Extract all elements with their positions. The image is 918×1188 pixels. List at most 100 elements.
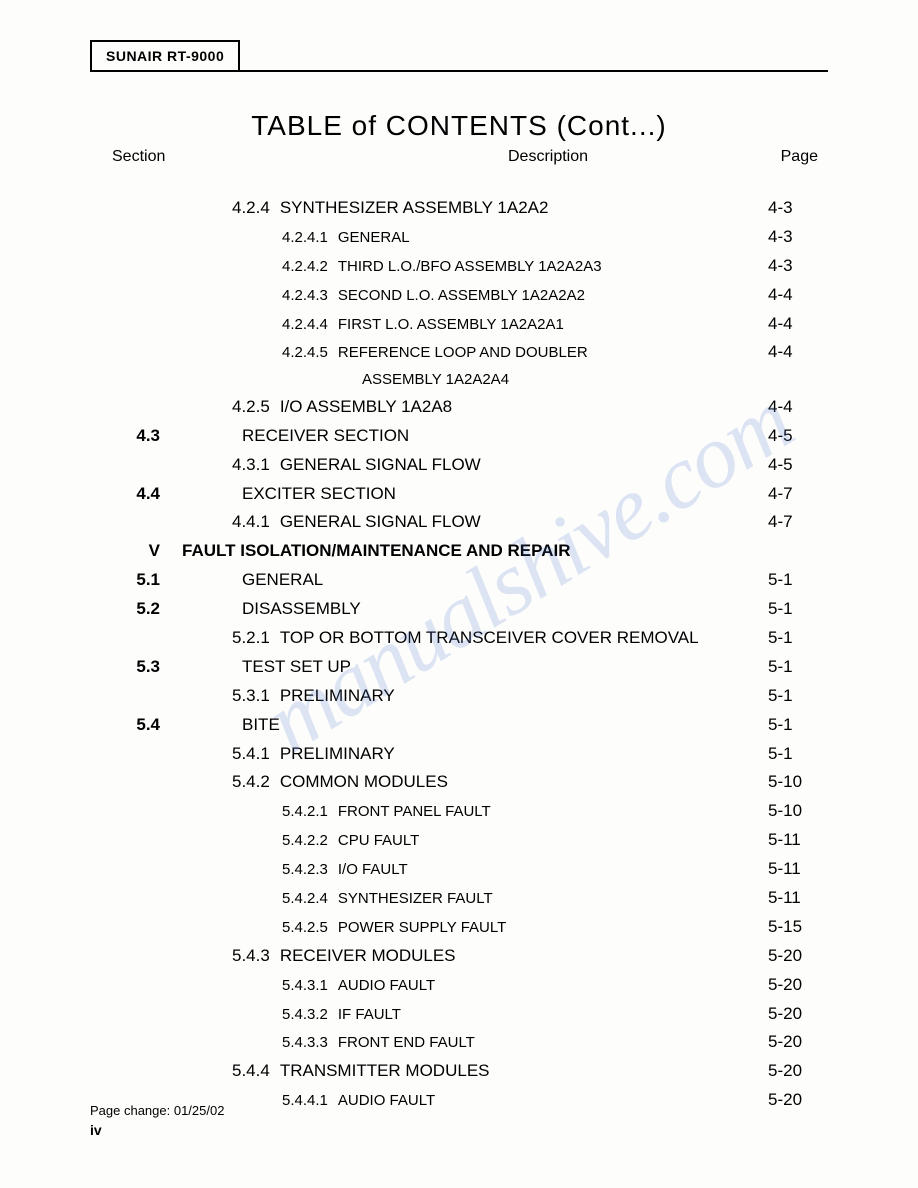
page-number: iv <box>90 1122 224 1138</box>
toc-section-number: 5.4 <box>90 711 172 740</box>
toc-row-body: 5.4.3.2IF FAULT <box>172 1002 768 1028</box>
toc-entry-page: 5-1 <box>768 682 828 711</box>
toc-entry-description: PRELIMINARY <box>270 740 768 769</box>
toc-entry-page: 5-20 <box>768 942 828 971</box>
toc-entry-page: 5-1 <box>768 711 828 740</box>
toc-row-body: 5.4.4.1AUDIO FAULT <box>172 1088 768 1114</box>
toc-entry-page: 4-3 <box>768 223 828 252</box>
toc-row: 4.2.4.5REFERENCE LOOP AND DOUBLER4-4 <box>90 338 828 367</box>
toc-entry-description: TEST SET UP <box>232 653 768 682</box>
col-section-header: Section <box>112 148 165 166</box>
toc-row: V FAULT ISOLATION/MAINTENANCE AND REPAIR <box>90 537 828 566</box>
toc-row-body: 5.4.3.3FRONT END FAULT <box>172 1030 768 1056</box>
toc-row: 5.1GENERAL5-1 <box>90 566 828 595</box>
toc-row-body: 4.2.5I/O ASSEMBLY 1A2A8 <box>172 393 768 422</box>
toc-entry-number: 4.2.4.4 <box>282 312 328 338</box>
toc-entry-number: 5.4.3.3 <box>282 1030 328 1056</box>
toc-entry-description: POWER SUPPLY FAULT <box>328 915 768 941</box>
toc-entry-page: 4-4 <box>768 281 828 310</box>
toc-entry-page: 4-4 <box>768 338 828 367</box>
toc-row: 5.4BITE5-1 <box>90 711 828 740</box>
toc-row-body: 5.4.2.5POWER SUPPLY FAULT <box>172 915 768 941</box>
toc-entry-page: 5-20 <box>768 971 828 1000</box>
toc-entry-number: 4.2.4.5 <box>282 340 328 366</box>
toc-row-body: GENERAL <box>172 566 768 595</box>
toc-row: 5.4.2.1FRONT PANEL FAULT5-10 <box>90 797 828 826</box>
toc-entry-number: 5.4.2.3 <box>282 857 328 883</box>
toc-entry-number: 4.2.4.1 <box>282 225 328 251</box>
toc-row-body: FAULT ISOLATION/MAINTENANCE AND REPAIR <box>172 537 768 566</box>
toc-entry-page: 5-20 <box>768 1000 828 1029</box>
toc-entry-number: 4.2.4 <box>232 194 270 223</box>
toc-row: 4.2.4.3SECOND L.O. ASSEMBLY 1A2A2A24-4 <box>90 281 828 310</box>
toc-entry-page: 5-1 <box>768 595 828 624</box>
toc-entry-description: GENERAL <box>232 566 768 595</box>
toc-entry-description: TRANSMITTER MODULES <box>270 1057 768 1086</box>
toc-row-body: 5.4.1PRELIMINARY <box>172 740 768 769</box>
toc-row: 5.4.3.1AUDIO FAULT5-20 <box>90 971 828 1000</box>
page: SUNAIR RT-9000 TABLE of CONTENTS (Cont..… <box>0 0 918 1188</box>
toc-entry-description: FAULT ISOLATION/MAINTENANCE AND REPAIR <box>182 537 768 566</box>
toc-row: 5.2.1TOP OR BOTTOM TRANSCEIVER COVER REM… <box>90 624 828 653</box>
toc-entry-page: 5-1 <box>768 653 828 682</box>
toc-entry-description: ASSEMBLY 1A2A2A4 <box>344 367 768 393</box>
toc-entry-description: REFERENCE LOOP AND DOUBLER <box>328 340 768 366</box>
toc-entry-number: 4.2.5 <box>232 393 270 422</box>
toc-entry-number: 5.2.1 <box>232 624 270 653</box>
toc-row-body: BITE <box>172 711 768 740</box>
toc-row-body: 5.4.2.4SYNTHESIZER FAULT <box>172 886 768 912</box>
toc-entry-description: CPU FAULT <box>328 828 768 854</box>
toc-row: 5.4.2.3I/O FAULT5-11 <box>90 855 828 884</box>
toc-entry-description: FIRST L.O. ASSEMBLY 1A2A2A1 <box>328 312 768 338</box>
toc-row: 4.2.4.1GENERAL4-3 <box>90 223 828 252</box>
toc-row-body: 4.2.4.4FIRST L.O. ASSEMBLY 1A2A2A1 <box>172 312 768 338</box>
toc-row-body: 4.2.4SYNTHESIZER ASSEMBLY 1A2A2 <box>172 194 768 223</box>
col-page-header: Page <box>781 148 818 166</box>
toc-entry-description: PRELIMINARY <box>270 682 768 711</box>
page-change-date: Page change: 01/25/02 <box>90 1103 224 1118</box>
toc-entry-description: SYNTHESIZER ASSEMBLY 1A2A2 <box>270 194 768 223</box>
toc-row-body: 5.3.1PRELIMINARY <box>172 682 768 711</box>
toc-row: 5.4.2.2CPU FAULT5-11 <box>90 826 828 855</box>
toc-entry-description: COMMON MODULES <box>270 768 768 797</box>
toc-row-body: 4.2.4.2THIRD L.O./BFO ASSEMBLY 1A2A2A3 <box>172 254 768 280</box>
toc-entry-page: 4-4 <box>768 393 828 422</box>
toc-entry-page: 5-10 <box>768 768 828 797</box>
toc-row: 5.4.4TRANSMITTER MODULES5-20 <box>90 1057 828 1086</box>
toc-row-body: RECEIVER SECTION <box>172 422 768 451</box>
toc-entry-page: 4-4 <box>768 310 828 339</box>
toc-row-body: 5.4.2.3I/O FAULT <box>172 857 768 883</box>
toc-entry-description: AUDIO FAULT <box>328 1088 768 1114</box>
toc-row: 4.3.1GENERAL SIGNAL FLOW4-5 <box>90 451 828 480</box>
toc-entry-number: 5.4.4 <box>232 1057 270 1086</box>
toc-row-body: 5.4.2COMMON MODULES <box>172 768 768 797</box>
toc-row-body: 4.2.4.5REFERENCE LOOP AND DOUBLER <box>172 340 768 366</box>
table-of-contents: 4.2.4SYNTHESIZER ASSEMBLY 1A2A24-34.2.4.… <box>90 194 828 1115</box>
toc-row: 5.4.3RECEIVER MODULES5-20 <box>90 942 828 971</box>
toc-row: 5.4.2.4SYNTHESIZER FAULT5-11 <box>90 884 828 913</box>
toc-row: 5.4.2COMMON MODULES5-10 <box>90 768 828 797</box>
toc-row: 5.4.3.3FRONT END FAULT5-20 <box>90 1028 828 1057</box>
toc-entry-page: 5-20 <box>768 1028 828 1057</box>
toc-row-body: 5.4.3.1AUDIO FAULT <box>172 973 768 999</box>
toc-entry-number: 5.3.1 <box>232 682 270 711</box>
toc-section-number: 5.3 <box>90 653 172 682</box>
toc-row: 4.2.5I/O ASSEMBLY 1A2A84-4 <box>90 393 828 422</box>
toc-section-number: V <box>90 537 172 566</box>
toc-entry-description: TOP OR BOTTOM TRANSCEIVER COVER REMOVAL <box>270 624 768 653</box>
toc-entry-page: 4-5 <box>768 422 828 451</box>
toc-entry-description: IF FAULT <box>328 1002 768 1028</box>
toc-entry-number: 5.4.4.1 <box>282 1088 328 1114</box>
toc-entry-description: FRONT END FAULT <box>328 1030 768 1056</box>
toc-entry-page: 5-1 <box>768 740 828 769</box>
toc-row-body: 4.2.4.3SECOND L.O. ASSEMBLY 1A2A2A2 <box>172 283 768 309</box>
toc-entry-description: AUDIO FAULT <box>328 973 768 999</box>
toc-row: 5.2DISASSEMBLY5-1 <box>90 595 828 624</box>
toc-entry-page: 5-11 <box>768 855 828 884</box>
toc-entry-page: 4-5 <box>768 451 828 480</box>
toc-row-body: 5.4.3RECEIVER MODULES <box>172 942 768 971</box>
toc-entry-page: 5-15 <box>768 913 828 942</box>
footer: Page change: 01/25/02 iv <box>90 1103 224 1138</box>
toc-entry-page: 4-7 <box>768 480 828 509</box>
toc-entry-number: 5.4.2.4 <box>282 886 328 912</box>
